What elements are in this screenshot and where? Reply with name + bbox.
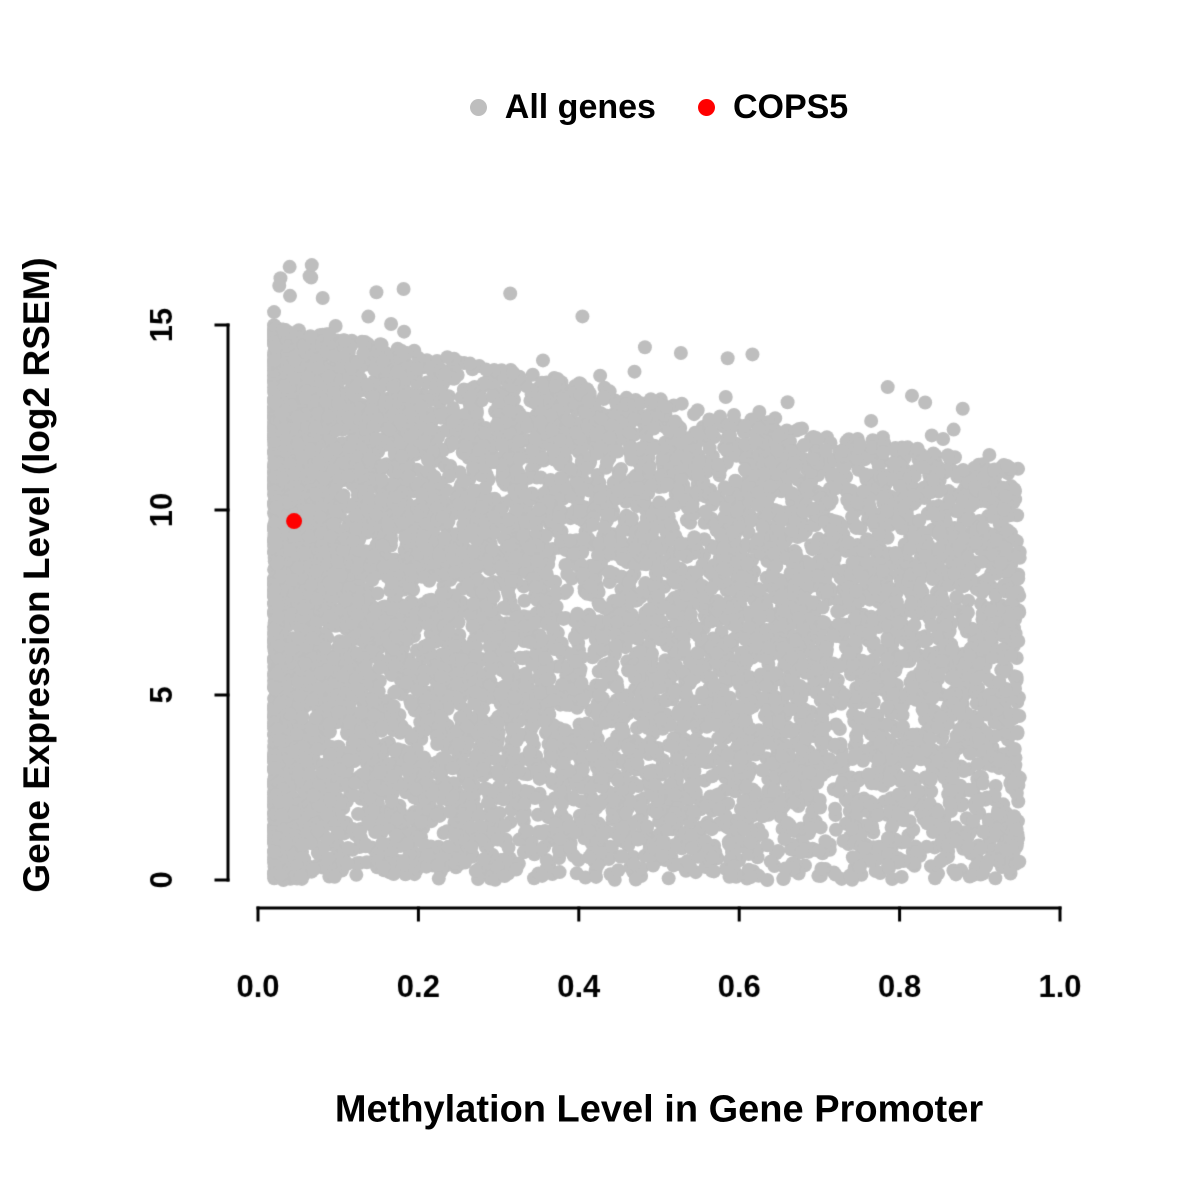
x-axis-title: Methylation Level in Gene Promoter xyxy=(334,1088,984,1131)
legend-dot-icon xyxy=(697,99,715,116)
legend-label: COPS5 xyxy=(732,88,849,126)
legend-dot-icon xyxy=(469,99,487,116)
legend-label: All genes xyxy=(504,88,656,126)
legend-item-cops5: COPS5 xyxy=(697,88,849,127)
legend-item-all-genes: All genes xyxy=(469,88,656,127)
y-axis-title: Gene Expression Level (log2 RSEM) xyxy=(16,257,57,893)
legend: All genes COPS5 xyxy=(258,88,1060,127)
